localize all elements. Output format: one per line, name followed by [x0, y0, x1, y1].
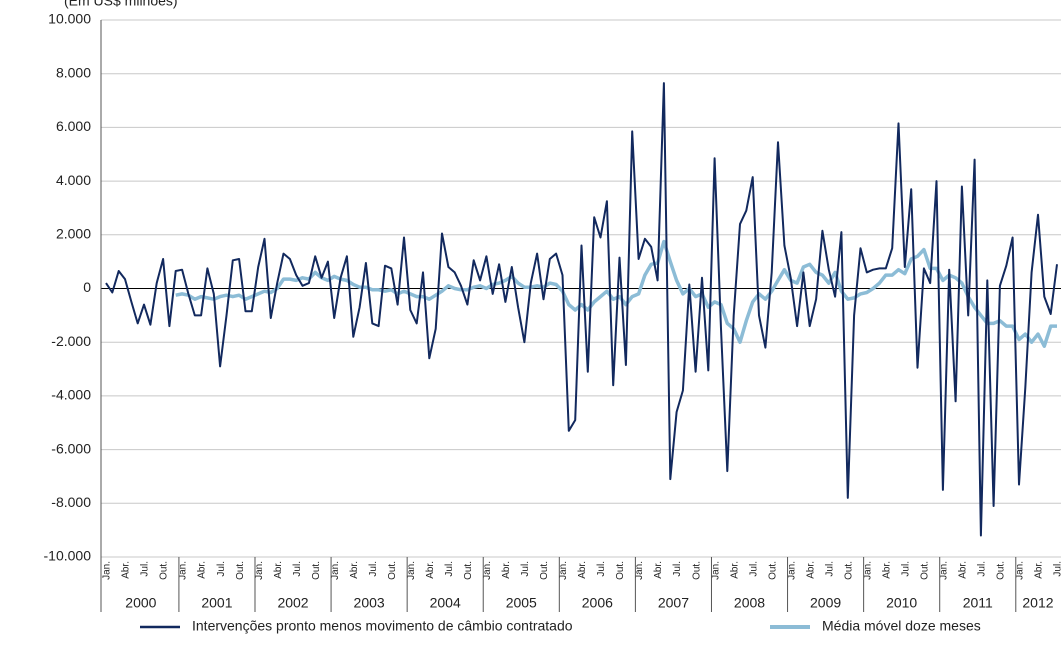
y-tick-label: 0 — [83, 279, 91, 295]
x-tick-label: Jan. — [482, 561, 493, 580]
x-tick-label: Abr. — [577, 561, 588, 579]
y-tick-label: -4.000 — [51, 387, 91, 403]
x-tick-label: Abr. — [349, 561, 360, 579]
y-tick-label: 6.000 — [56, 118, 91, 134]
x-tick-label: Out. — [615, 561, 626, 580]
y-tick-label: 2.000 — [56, 226, 91, 242]
x-tick-label: Out. — [691, 561, 702, 580]
x-tick-label: Jan. — [939, 561, 950, 580]
x-tick-label: Jan. — [406, 561, 417, 580]
year-label: 2007 — [658, 595, 689, 611]
x-tick-label: Jan. — [558, 561, 569, 580]
y-tick-label: 10.000 — [48, 11, 91, 27]
x-tick-label: Jul. — [900, 561, 911, 577]
x-tick-label: Out. — [996, 561, 1007, 580]
x-tick-label: Jul. — [748, 561, 759, 577]
x-tick-label: Out. — [920, 561, 931, 580]
x-tick-label: Jan. — [710, 561, 721, 580]
x-tick-label: Abr. — [881, 561, 892, 579]
x-tick-label: Out. — [539, 561, 550, 580]
x-tick-label: Jul. — [368, 561, 379, 577]
x-tick-label: Jul. — [444, 561, 455, 577]
year-label: 2009 — [810, 595, 841, 611]
year-label: 2000 — [125, 595, 156, 611]
legend-label: Intervenções pronto menos movimento de c… — [192, 618, 573, 634]
year-label: 2008 — [734, 595, 765, 611]
x-tick-label: Jul. — [520, 561, 531, 577]
year-label: 2006 — [582, 595, 613, 611]
x-tick-label: Jul. — [672, 561, 683, 577]
x-tick-label: Abr. — [197, 561, 208, 579]
x-tick-label: Abr. — [805, 561, 816, 579]
x-tick-label: Jan. — [1015, 561, 1026, 580]
year-label: 2005 — [506, 595, 537, 611]
x-tick-label: Out. — [463, 561, 474, 580]
x-tick-label: Jul. — [977, 561, 988, 577]
y-tick-label: -8.000 — [51, 494, 91, 510]
y-tick-label: 8.000 — [56, 64, 91, 80]
x-tick-label: Jan. — [634, 561, 645, 580]
x-tick-label: Jul. — [596, 561, 607, 577]
x-tick-label: Jan. — [786, 561, 797, 580]
y-tick-label: 4.000 — [56, 172, 91, 188]
x-tick-label: Out. — [311, 561, 322, 580]
x-tick-label: Out. — [159, 561, 170, 580]
year-label: 2012 — [1022, 595, 1053, 611]
x-tick-label: Jul. — [824, 561, 835, 577]
x-tick-label: Abr. — [653, 561, 664, 579]
x-tick-label: Jul. — [216, 561, 227, 577]
x-tick-label: Abr. — [501, 561, 512, 579]
y-tick-label: -10.000 — [44, 548, 92, 564]
x-tick-label: Jul. — [292, 561, 303, 577]
x-tick-label: Jul. — [140, 561, 151, 577]
x-tick-label: Out. — [235, 561, 246, 580]
x-tick-label: Out. — [387, 561, 398, 580]
x-tick-label: Jan. — [178, 561, 189, 580]
x-tick-label: Out. — [843, 561, 854, 580]
year-label: 2004 — [430, 595, 461, 611]
y-tick-label: -6.000 — [51, 440, 91, 456]
series-line — [175, 239, 1057, 348]
year-label: 2011 — [963, 595, 993, 611]
x-tick-label: Abr. — [425, 561, 436, 579]
x-tick-label: Jan. — [330, 561, 341, 580]
y-tick-label: -2.000 — [51, 333, 91, 349]
x-tick-label: Jan. — [862, 561, 873, 580]
x-tick-label: Jan. — [102, 561, 113, 580]
legend-label: Média móvel doze meses — [822, 618, 981, 634]
year-label: 2002 — [277, 595, 308, 611]
x-tick-label: Abr. — [958, 561, 969, 579]
x-tick-label: Out. — [767, 561, 778, 580]
x-tick-label: Abr. — [729, 561, 740, 579]
x-tick-label: Abr. — [273, 561, 284, 579]
chart-subtitle: (Em US$ milhões) — [64, 0, 178, 9]
year-label: 2001 — [201, 595, 232, 611]
x-tick-label: Jan. — [254, 561, 265, 580]
x-tick-label: Abr. — [1034, 561, 1045, 579]
x-tick-label: Jul. — [1053, 561, 1062, 577]
year-label: 2010 — [886, 595, 917, 611]
x-tick-label: Abr. — [121, 561, 132, 579]
year-label: 2003 — [354, 595, 385, 611]
series-line — [105, 82, 1058, 537]
